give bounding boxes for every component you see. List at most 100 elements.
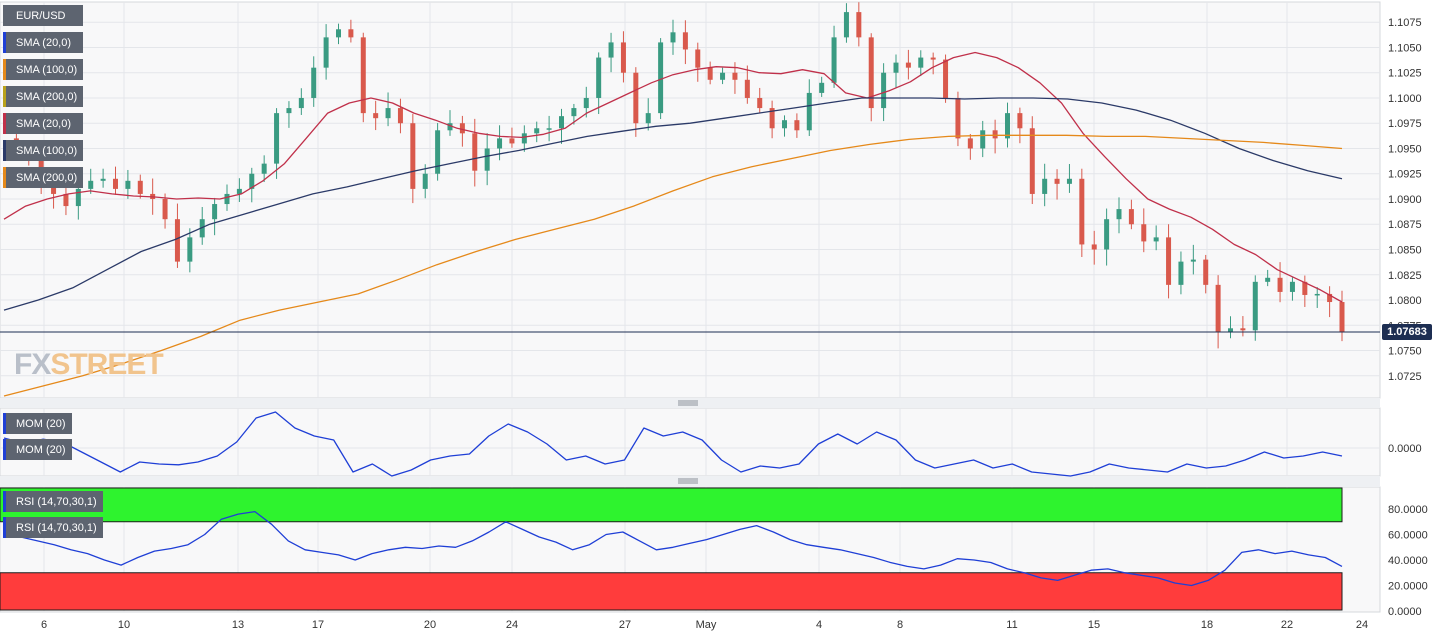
mom-legend: MOM (20) MOM (20) (3, 413, 72, 465)
candle-body (658, 42, 664, 114)
candle-body (1017, 113, 1023, 129)
x-tick-label: 6 (41, 619, 47, 631)
candle-body (893, 62, 899, 73)
candle-body (224, 193, 230, 205)
indicator-lines (0, 51, 1380, 587)
rsi-oversold-zone (0, 572, 1343, 611)
candle-body (596, 57, 602, 98)
candle-body (943, 59, 949, 98)
candle-body (1215, 284, 1221, 333)
price-tick-label: 1.0750 (1388, 346, 1422, 358)
main-legend-item[interactable]: SMA (20,0) (3, 32, 84, 53)
candle-body (1203, 259, 1209, 285)
candle-body (980, 130, 986, 149)
candle-body (336, 29, 341, 38)
main-legend: EUR/USD SMA (20,0) SMA (100,0) SMA (200,0) S… (3, 5, 84, 194)
main-legend-item[interactable]: SMA (100,0) (3, 140, 84, 161)
candle-body (311, 67, 317, 98)
price-tick-label: 1.1025 (1388, 68, 1422, 80)
sma100-line (3, 97, 1343, 311)
candle-body (261, 163, 267, 174)
mom-legend-label: MOM (20) (16, 443, 66, 456)
rsi-tick-label: 20.0000 (1388, 581, 1428, 593)
candle-body (323, 37, 329, 68)
candle-body (286, 108, 292, 114)
price-tick-label: 1.1050 (1388, 42, 1422, 54)
main-legend-item[interactable]: SMA (200,0) (3, 167, 84, 188)
candle-body (521, 133, 527, 144)
mom-panel (0, 407, 1381, 477)
candle-body (856, 12, 862, 38)
candle-body (1228, 328, 1233, 333)
candle-body (1141, 224, 1147, 242)
sma20-line (3, 51, 1343, 303)
candle-body (236, 188, 242, 194)
rsi-zones (0, 487, 1343, 611)
main-legend-label: SMA (100,0) (16, 63, 78, 76)
candle-body (1005, 113, 1010, 139)
x-tick-label: 17 (312, 619, 324, 631)
mom-legend-item[interactable]: MOM (20) (3, 439, 72, 460)
axis-labels: 6 10 13 17 20 24 27 May 4 8 11 15 18 22 24 1.0725 1.0750… (41, 17, 1428, 631)
candle-body (559, 116, 564, 129)
candle-body (63, 193, 69, 207)
candle-body (720, 72, 726, 80)
x-tick-label: 8 (897, 619, 903, 631)
candle-body (955, 97, 961, 139)
rsi-tick-label: 80.0000 (1388, 504, 1428, 516)
candle-body (1066, 178, 1072, 184)
candle-body (1029, 128, 1035, 194)
candle-body (732, 72, 738, 80)
candle-body (1265, 277, 1271, 282)
rsi-tick-label: 40.0000 (1388, 555, 1428, 567)
candlesticks (13, 2, 1345, 349)
candle-body (212, 204, 218, 220)
x-tick-label: 24 (1356, 619, 1368, 631)
rsi-legend-item[interactable]: RSI (14,70,30,1) (3, 491, 103, 512)
candle-body (905, 62, 911, 68)
candle-body (397, 108, 403, 124)
rsi-tick-label: 60.0000 (1388, 530, 1428, 542)
main-legend-label: SMA (200,0) (16, 90, 78, 103)
candle-body (1339, 302, 1345, 333)
candle-body (534, 128, 540, 134)
x-tick-label: 15 (1088, 619, 1100, 631)
x-tick-label: 18 (1201, 619, 1213, 631)
candle-body (757, 97, 763, 109)
candle-body (546, 128, 552, 130)
candle-body (1116, 209, 1122, 220)
x-tick-label: 20 (424, 619, 436, 631)
x-tick-label: 22 (1281, 619, 1293, 631)
main-legend-item[interactable]: SMA (100,0) (3, 59, 84, 80)
candle-body (819, 82, 825, 93)
candle-body (967, 138, 973, 149)
candle-body (620, 42, 626, 73)
mom-legend-label: MOM (20) (16, 417, 66, 430)
rsi-legend-label: RSI (14,70,30,1) (16, 495, 97, 508)
mom-legend-item[interactable]: MOM (20) (3, 413, 72, 434)
candle-body (497, 138, 503, 149)
main-panel (0, 1, 1381, 399)
last-price-tag: 1.07683 (1382, 324, 1432, 341)
main-legend-label: EUR/USD (16, 9, 66, 22)
price-tick-label: 1.0800 (1388, 295, 1422, 307)
main-legend-item[interactable]: SMA (200,0) (3, 86, 84, 107)
rsi-legend-label: RSI (14,70,30,1) (16, 521, 97, 534)
candle-body (583, 97, 589, 109)
main-legend-item[interactable]: SMA (20,0) (3, 113, 84, 134)
candle-body (1252, 281, 1258, 331)
candle-body (571, 108, 577, 117)
candle-body (1079, 178, 1085, 245)
candle-body (670, 32, 676, 43)
mom-tick-label: 0.0000 (1388, 443, 1422, 455)
candle-body (484, 148, 490, 171)
price-tick-label: 1.1000 (1388, 93, 1422, 105)
rsi-legend-item[interactable]: RSI (14,70,30,1) (3, 517, 103, 538)
candle-body (459, 123, 465, 134)
candle-body (744, 79, 750, 98)
main-legend-item[interactable]: EUR/USD (3, 5, 84, 26)
rsi-overbought-zone (0, 487, 1343, 523)
x-tick-label: May (696, 619, 717, 631)
candle-body (1042, 178, 1048, 194)
